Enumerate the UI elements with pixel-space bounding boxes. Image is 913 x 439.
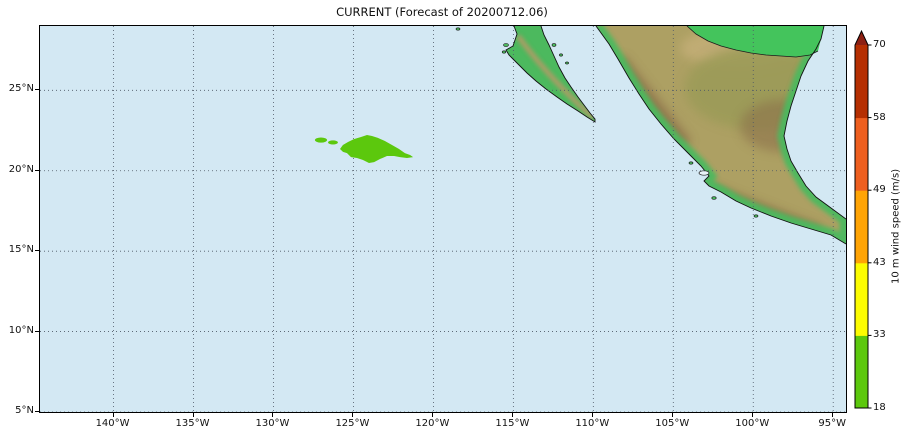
x-tick [352,413,354,417]
y-tick [35,250,39,252]
x-tick [752,413,754,417]
y-tick [35,411,39,412]
x-tick-label: 135°W [175,418,210,429]
x-tick-label: 95°W [818,418,847,429]
y-tick [35,169,39,171]
us-texas-land [687,26,824,57]
colorbar-segment-58-70 [855,45,868,119]
wind-swath-spot [328,140,338,145]
y-tick [35,89,39,91]
y-tick-label: 20°N [8,163,34,175]
baja-terrain-shading [515,34,595,120]
y-tick-label: 5°N [15,405,34,416]
coastline-baja [505,26,596,123]
colorbar-tick-label: 49 [873,184,886,196]
colorbar-segment-43-49 [855,190,868,264]
x-tick-label: 140°W [95,418,130,429]
colorbar-title: 10 m wind speed (m/s) [890,168,902,284]
x-tick [592,413,594,417]
y-tick-label: 10°N [8,324,34,336]
x-tick [432,413,434,417]
y-tick-label: 15°N [8,244,34,256]
plot-title: CURRENT (Forecast of 20200712.06) [336,5,548,19]
x-tick [672,413,674,417]
x-tick-label: 105°W [655,418,690,429]
x-tick [192,413,194,417]
colorbar-tick-label: 43 [873,256,886,268]
x-tick-label: 130°W [255,418,290,429]
x-tick [272,413,274,417]
x-tick [832,413,834,417]
x-tick [112,413,114,417]
colorbar-tick-label: 33 [873,329,886,341]
x-tick-label: 115°W [495,418,530,429]
x-tick-label: 125°W [335,418,370,429]
colorbar-segment-49-58 [855,117,868,191]
gridlines [40,26,846,412]
wind-swath-polygon [340,135,414,163]
x-tick-label: 110°W [575,418,610,429]
colorbar-extend-arrow [855,31,868,45]
coastline-mainland [595,26,846,245]
map-plot-area [39,25,847,413]
wind-swath-spot [314,137,328,143]
wind-swath-layer [314,135,414,163]
y-tick [35,330,39,332]
y-tick-label: 25°N [8,83,34,95]
lake-chapala [698,170,710,176]
colorbar-tick-label: 70 [873,39,886,50]
colorbar-tick-label: 18 [873,402,886,413]
x-tick-label: 120°W [415,418,450,429]
colorbar [854,29,872,409]
colorbar-segment-33-43 [855,262,868,336]
colorbar-outline [854,29,869,409]
islands [455,27,759,218]
map-svg [40,26,846,412]
colorbar-tick-label: 58 [873,111,886,123]
colorbar-segment-18-33 [855,335,868,409]
x-tick-label: 100°W [735,418,770,429]
x-tick [512,413,514,417]
us-mexico-border-line [686,26,819,58]
